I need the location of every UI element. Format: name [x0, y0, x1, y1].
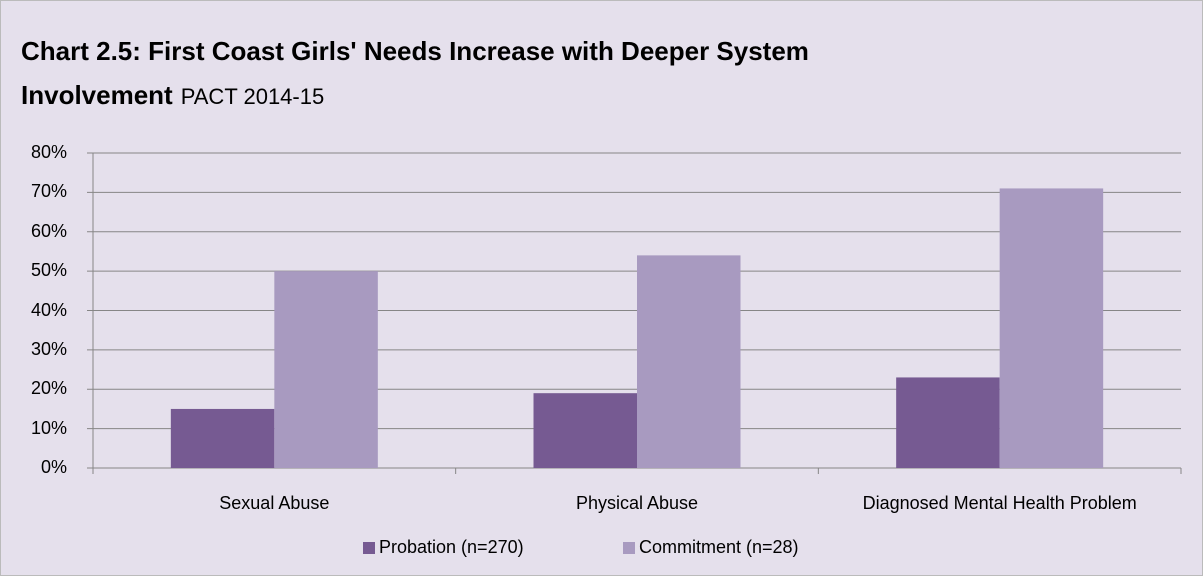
- x-tick-label: Physical Abuse: [575, 493, 699, 513]
- bar: [896, 377, 1000, 468]
- legend-label: Commitment (n=28): [639, 537, 799, 557]
- chart-title: Chart 2.5: First Coast Girls' Needs Incr…: [21, 36, 809, 110]
- x-tick-label: Sexual Abuse: [219, 493, 330, 513]
- bar: [170, 408, 275, 468]
- y-tick-label: 70%: [30, 181, 67, 202]
- chart-subtitle: PACT 2014-15: [180, 84, 325, 109]
- bar: [533, 393, 637, 468]
- y-tick-label: 10%: [30, 417, 67, 438]
- legend-swatch: [363, 542, 375, 554]
- y-tick-label: 40%: [30, 299, 67, 320]
- y-tick-label: 20%: [30, 378, 67, 399]
- legend-label: Probation (n=270): [379, 537, 524, 557]
- bar: [274, 271, 378, 468]
- chart-title-block: Chart 2.5: First Coast Girls' Needs Incr…: [21, 29, 901, 119]
- y-tick-label: 60%: [30, 220, 67, 241]
- legend-swatch: [623, 542, 635, 554]
- y-tick-label: 30%: [30, 338, 67, 359]
- bar: [999, 188, 1104, 468]
- y-tick-label: 0%: [40, 457, 67, 477]
- y-tick-label: 50%: [30, 260, 67, 281]
- bar: [637, 255, 741, 468]
- x-tick-label: Diagnosed Mental Health Problem: [862, 493, 1137, 513]
- y-tick-label: 80%: [30, 142, 67, 162]
